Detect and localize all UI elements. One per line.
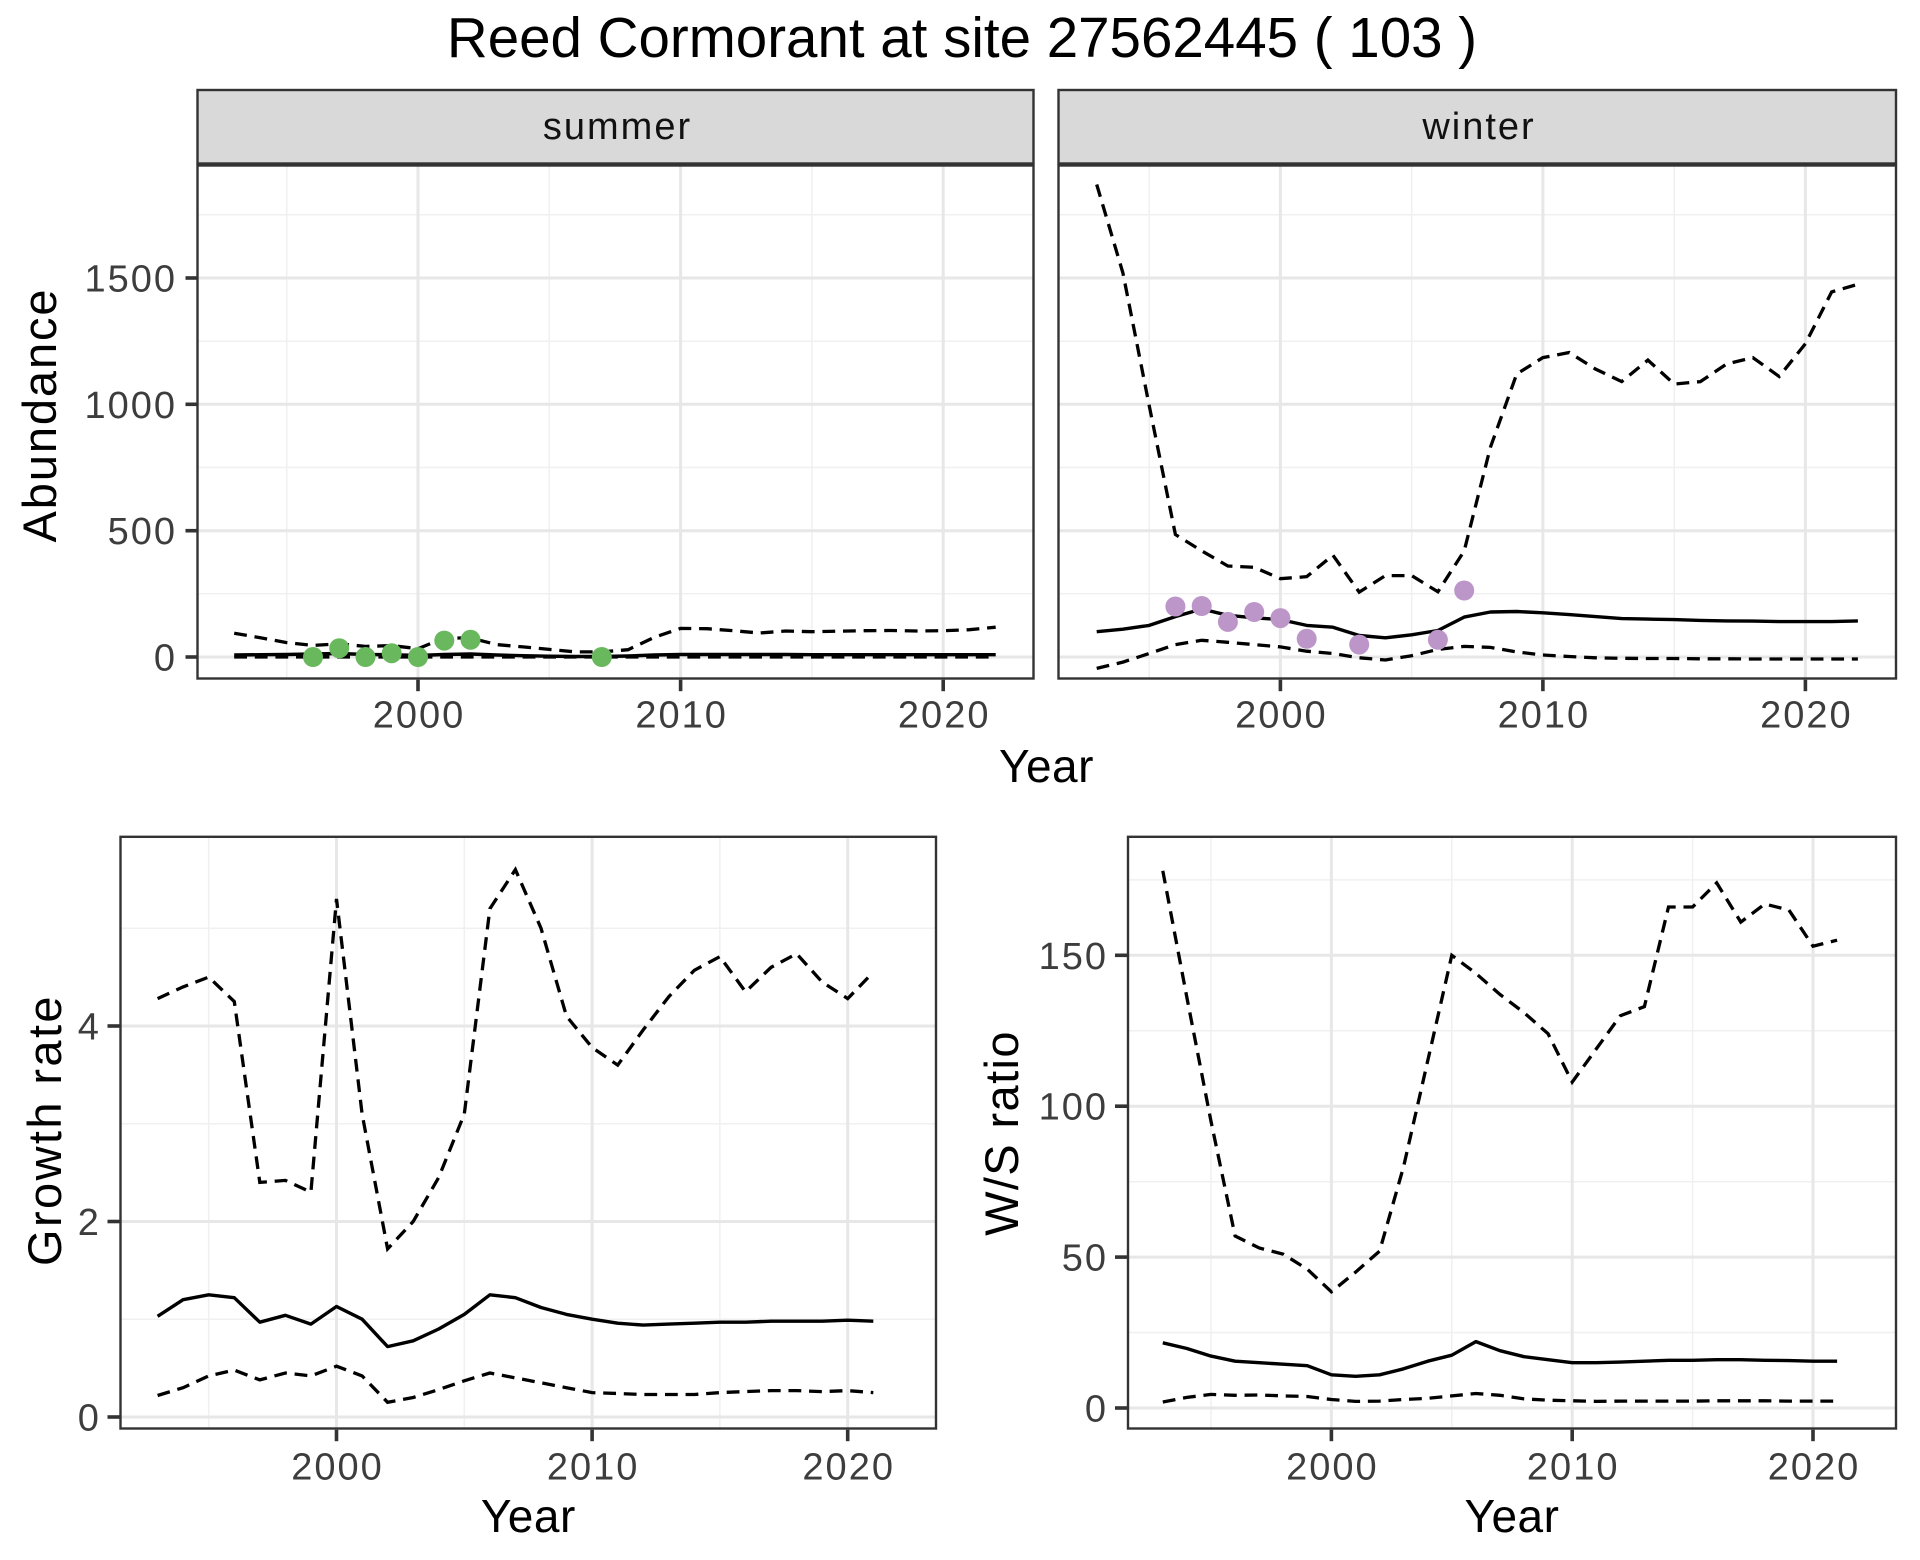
svg-text:50: 50 (1062, 1238, 1108, 1280)
svg-text:1500: 1500 (84, 259, 177, 301)
svg-text:2020: 2020 (1760, 694, 1853, 736)
svg-text:Year: Year (1465, 1490, 1560, 1542)
svg-text:winter: winter (1421, 106, 1535, 148)
svg-text:summer: summer (543, 106, 692, 148)
svg-text:2010: 2010 (635, 694, 728, 736)
svg-text:2010: 2010 (1498, 694, 1591, 736)
svg-text:Year: Year (999, 740, 1094, 792)
svg-text:2000: 2000 (1235, 694, 1328, 736)
svg-text:100: 100 (1039, 1087, 1108, 1129)
svg-text:4: 4 (78, 1007, 101, 1049)
svg-text:2020: 2020 (802, 1446, 895, 1488)
svg-text:W/S ratio: W/S ratio (975, 1030, 1028, 1236)
svg-text:2010: 2010 (547, 1446, 640, 1488)
svg-text:2020: 2020 (898, 694, 991, 736)
svg-text:2000: 2000 (373, 694, 466, 736)
svg-text:2000: 2000 (1286, 1446, 1379, 1488)
svg-text:1000: 1000 (84, 385, 177, 427)
svg-text:150: 150 (1039, 936, 1108, 978)
svg-text:0: 0 (154, 638, 177, 680)
svg-text:500: 500 (108, 511, 177, 553)
svg-text:0: 0 (78, 1398, 101, 1440)
svg-text:Year: Year (481, 1490, 576, 1542)
svg-text:2010: 2010 (1527, 1446, 1620, 1488)
svg-text:Abundance: Abundance (13, 288, 66, 543)
svg-text:Reed Cormorant at site 2756244: Reed Cormorant at site 27562445 ( 103 ) (447, 6, 1477, 69)
svg-text:Growth rate: Growth rate (18, 994, 71, 1266)
svg-text:2020: 2020 (1768, 1446, 1861, 1488)
svg-text:0: 0 (1085, 1389, 1108, 1431)
svg-text:2000: 2000 (291, 1446, 384, 1488)
svg-text:2: 2 (78, 1202, 101, 1244)
